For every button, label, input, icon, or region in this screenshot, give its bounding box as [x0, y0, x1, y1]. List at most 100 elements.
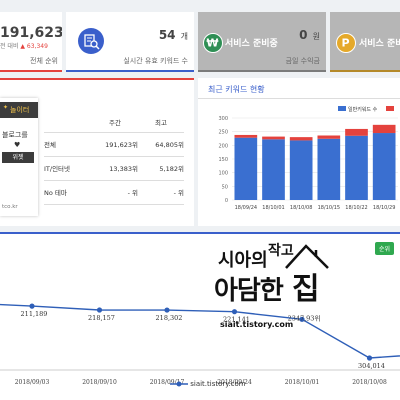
- service-title: 서비스 준비: [359, 39, 400, 49]
- revenue-label: 금일 수익금: [285, 57, 320, 65]
- promo-heart: ♥: [14, 141, 21, 149]
- rank-point[interactable]: [29, 303, 35, 309]
- x-tick-label: 2018/10/01: [285, 379, 320, 386]
- rank-point[interactable]: [299, 316, 305, 322]
- point-value-label: 218,302: [156, 314, 183, 322]
- bar-general: [234, 137, 258, 200]
- house-roof-icon: [285, 244, 329, 269]
- rank-point[interactable]: [96, 307, 103, 313]
- promo-widget[interactable]: 놀이터 ✦ 블로그를 ♥ 위젯 tco.kr: [0, 98, 38, 216]
- watermark-small: 작고: [268, 243, 294, 259]
- point-value-label: 2347,93위: [288, 314, 321, 322]
- table-header: 주간: [109, 118, 121, 127]
- rank-change-label: 전 대비: [0, 43, 19, 50]
- y-tick-label: 200: [218, 143, 228, 149]
- blog-watermark: 시아의 작고 아담한 집 siait.tistory.com: [212, 240, 332, 340]
- y-tick-label: 150: [218, 157, 228, 163]
- table-header-row: 주간 최고: [44, 112, 184, 132]
- row-name: No 테마: [44, 189, 67, 197]
- rank-badge[interactable]: 순위: [374, 242, 394, 255]
- rank-line-chart: 211,189 2018/09/03 218,157 2018/09/10 218,30…: [0, 303, 400, 386]
- keyword-chart-card: 최근 키워드 현황 0 50 100 150 200 250 300 18/09/24 18/1…: [198, 78, 400, 226]
- rank-series-line: [0, 303, 400, 359]
- point-coin-icon: P: [336, 33, 356, 53]
- row-best: - 위: [173, 189, 184, 197]
- revenue-value: 0: [299, 28, 308, 42]
- bar-general: [372, 133, 396, 200]
- revenue-card: ₩ 서비스 준비중 0 원 금일 수익금: [198, 12, 326, 72]
- promo-line1: 놀이터: [10, 106, 30, 114]
- y-tick-label: 0: [225, 198, 228, 204]
- rank-point[interactable]: [366, 355, 373, 361]
- rank-line-chart-card: 순위 211,189 2018/09/03 218,157 2018/09/10 218…: [0, 232, 400, 400]
- bar-general: [345, 135, 368, 200]
- x-tick-label: 2018/09/24: [217, 379, 252, 386]
- row-best: 5,182위: [159, 165, 184, 173]
- row-name: 전체: [44, 141, 56, 149]
- rank-table: 주간 최고 전체 191,623위 64,805위 IT/인터넷 13,383위…: [44, 112, 184, 205]
- y-tick-label: 300: [218, 116, 228, 122]
- sparkle-icon: ✦: [3, 104, 9, 111]
- y-tick-label: 100: [218, 171, 228, 177]
- keyword-unit: 개: [180, 32, 188, 41]
- rank-table-card: 놀이터 ✦ 블로그를 ♥ 위젯 tco.kr 주간 최고 전체 191,623위…: [0, 78, 194, 226]
- watermark-main: 아담한: [214, 276, 284, 306]
- bar-other: [372, 124, 396, 134]
- legend-swatch: [338, 106, 346, 111]
- keyword-chart-title: 최근 키워드 현황: [208, 85, 265, 94]
- table-row: IT/인터넷 13,383위 5,182위: [44, 156, 184, 180]
- promo-widget-button[interactable]: 위젯: [2, 152, 34, 163]
- table-row: No 테마 - 위 - 위: [44, 180, 184, 204]
- row-name: IT/인터넷: [44, 165, 71, 173]
- service-card: P 서비스 준비: [330, 12, 400, 72]
- legend-swatch: [386, 106, 394, 111]
- point-value-label: 218,157: [88, 314, 115, 322]
- table-header: 최고: [155, 118, 167, 127]
- y-tick-label: 50: [222, 184, 228, 190]
- watermark-house: 집: [292, 272, 320, 307]
- table-row: 전체 191,623위 64,805위: [44, 132, 184, 156]
- rank-point[interactable]: [231, 309, 238, 315]
- bar-other: [317, 135, 341, 139]
- x-tick-label: 2018/09/03: [15, 379, 50, 386]
- bar-general: [289, 140, 313, 200]
- keyword-value: 54: [158, 28, 176, 42]
- row-week: 13,383위: [109, 165, 138, 173]
- keyword-label: 실시간 유효 키워드 수: [123, 57, 188, 65]
- x-tick-label: 2018/09/10: [82, 379, 117, 386]
- watermark-top: 시아의: [218, 250, 268, 271]
- legend-marker-icon: [170, 381, 188, 387]
- watermark-url: siait.tistory.com: [220, 320, 294, 329]
- rank-value-row: 191,623 위: [0, 22, 62, 41]
- bar-general: [262, 139, 285, 200]
- table-header: [44, 112, 92, 132]
- revenue-title: 서비스 준비중: [225, 39, 278, 49]
- rank-point[interactable]: [164, 307, 170, 313]
- rank-change-row: 전 대비 ▲ 63,349: [0, 41, 48, 50]
- bar-general: [317, 138, 341, 200]
- promo-line2: 블로그를: [2, 131, 28, 139]
- x-tick-label: 18/10/01: [262, 205, 284, 211]
- line-legend: siait.tistory.com: [170, 380, 246, 388]
- point-value-label: 304,014: [358, 362, 385, 370]
- bar-other: [262, 136, 285, 140]
- rank-card: 191,623 위 전 대비 ▲ 63,349 전체 순위: [0, 12, 62, 72]
- keyword-bar-chart: 0 50 100 150 200 250 300 18/09/24 18/10/01 18/10/…: [218, 106, 398, 211]
- svg-text:P: P: [341, 37, 349, 50]
- x-tick-label: 18/10/08: [290, 205, 312, 211]
- bar-legend-label: 일반키워드 수: [348, 106, 378, 113]
- bar-other: [234, 134, 258, 138]
- keyword-search-icon: [78, 28, 104, 54]
- rank-change-value: ▲ 63,349: [20, 43, 48, 50]
- keyword-value-row: 54 개: [159, 24, 188, 43]
- x-tick-label: 2018/10/08: [352, 379, 387, 386]
- promo-header: 놀이터 ✦: [0, 102, 38, 118]
- x-tick-label: 2018/09/17: [150, 379, 185, 386]
- bar-other: [345, 128, 368, 136]
- y-tick-label: 250: [218, 130, 228, 136]
- row-week: 191,623위: [105, 141, 138, 149]
- x-tick-label: 18/10/29: [373, 205, 395, 211]
- point-value-label: 211,189: [21, 310, 48, 318]
- x-tick-label: 18/10/22: [345, 205, 367, 211]
- point-value-label: 221,141: [223, 316, 250, 324]
